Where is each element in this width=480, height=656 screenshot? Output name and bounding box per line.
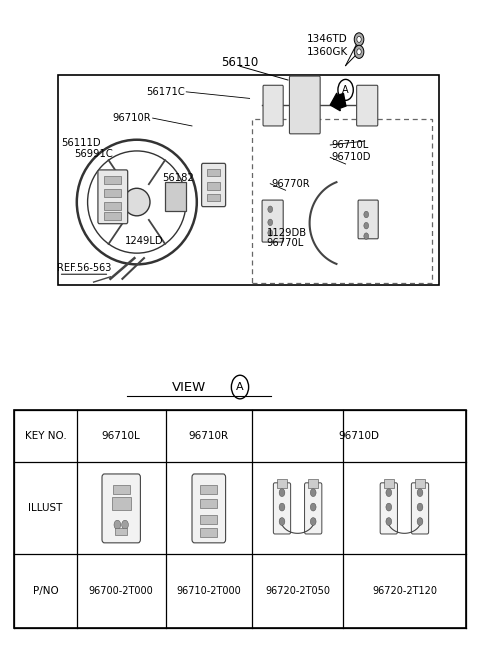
Text: 96770R: 96770R [271, 178, 310, 189]
Circle shape [364, 211, 369, 218]
Circle shape [310, 518, 316, 525]
Text: 56110: 56110 [221, 56, 259, 69]
Circle shape [386, 503, 392, 511]
Text: P/NO: P/NO [33, 586, 59, 596]
Circle shape [386, 489, 392, 497]
FancyBboxPatch shape [274, 483, 291, 534]
Text: 1360GK: 1360GK [307, 47, 348, 57]
Bar [115, 528, 127, 535]
Bar [200, 485, 217, 494]
Text: 56991C: 56991C [74, 149, 113, 159]
Text: 96720-2T050: 96720-2T050 [265, 586, 330, 596]
Circle shape [364, 222, 369, 229]
Text: 56171C: 56171C [146, 87, 185, 97]
Text: 56182: 56182 [162, 173, 193, 184]
Circle shape [268, 206, 273, 213]
Bar [104, 189, 121, 197]
Bar [200, 499, 217, 508]
Bar [207, 182, 220, 190]
FancyBboxPatch shape [411, 483, 429, 534]
Bar [58, 75, 439, 285]
Circle shape [122, 520, 129, 529]
Text: A: A [342, 85, 349, 95]
Bar [200, 528, 217, 537]
Text: 96710D: 96710D [331, 152, 371, 163]
Circle shape [279, 518, 285, 525]
FancyBboxPatch shape [380, 483, 397, 534]
Text: 96710R: 96710R [113, 113, 151, 123]
Circle shape [279, 489, 285, 497]
Text: 1346TD: 1346TD [307, 34, 348, 45]
Circle shape [417, 489, 423, 497]
Bar [308, 479, 318, 488]
Bar [207, 194, 220, 201]
Circle shape [310, 489, 316, 497]
Circle shape [354, 33, 364, 46]
Text: 96710-2T000: 96710-2T000 [177, 586, 241, 596]
FancyBboxPatch shape [289, 76, 320, 134]
Ellipse shape [87, 151, 186, 253]
FancyBboxPatch shape [98, 170, 128, 224]
Bar [111, 497, 131, 510]
Circle shape [268, 230, 273, 236]
FancyBboxPatch shape [262, 200, 283, 242]
Text: 96710D: 96710D [338, 431, 379, 441]
FancyBboxPatch shape [357, 85, 378, 126]
Text: 96700-2T000: 96700-2T000 [89, 586, 154, 596]
FancyBboxPatch shape [304, 483, 322, 534]
Text: VIEW: VIEW [172, 380, 206, 394]
FancyArrow shape [330, 93, 346, 111]
Text: ILLUST: ILLUST [28, 503, 63, 514]
Bar [207, 169, 220, 176]
Bar [252, 119, 432, 283]
Bar [104, 212, 121, 220]
Text: KEY NO.: KEY NO. [25, 431, 66, 441]
Circle shape [279, 503, 285, 511]
Circle shape [417, 503, 423, 511]
Circle shape [114, 520, 121, 529]
FancyBboxPatch shape [358, 200, 378, 239]
FancyBboxPatch shape [202, 163, 226, 207]
Text: 1129DB: 1129DB [266, 228, 307, 238]
FancyBboxPatch shape [165, 182, 186, 211]
FancyBboxPatch shape [102, 474, 140, 543]
Bar [200, 515, 217, 524]
Circle shape [357, 36, 361, 42]
Text: 96710L: 96710L [331, 140, 369, 150]
Bar [14, 410, 466, 628]
FancyBboxPatch shape [263, 85, 283, 126]
Bar [415, 479, 425, 488]
Text: 1249LD: 1249LD [125, 236, 163, 247]
Text: 96710L: 96710L [102, 431, 141, 441]
Circle shape [417, 518, 423, 525]
Circle shape [386, 518, 392, 525]
Circle shape [364, 233, 369, 239]
Circle shape [310, 503, 316, 511]
Bar [112, 485, 130, 494]
Circle shape [357, 49, 361, 54]
Text: 56111D: 56111D [61, 138, 101, 148]
Text: 96770L: 96770L [266, 237, 304, 248]
Bar [277, 479, 287, 488]
Text: REF.56-563: REF.56-563 [57, 262, 111, 273]
FancyBboxPatch shape [192, 474, 226, 543]
Text: A: A [236, 382, 244, 392]
Text: 96720-2T120: 96720-2T120 [372, 586, 437, 596]
Circle shape [354, 45, 364, 58]
Circle shape [268, 219, 273, 226]
Ellipse shape [123, 188, 150, 216]
Bar [384, 479, 394, 488]
Bar [104, 202, 121, 210]
Text: 96710R: 96710R [189, 431, 229, 441]
Bar [104, 176, 121, 184]
